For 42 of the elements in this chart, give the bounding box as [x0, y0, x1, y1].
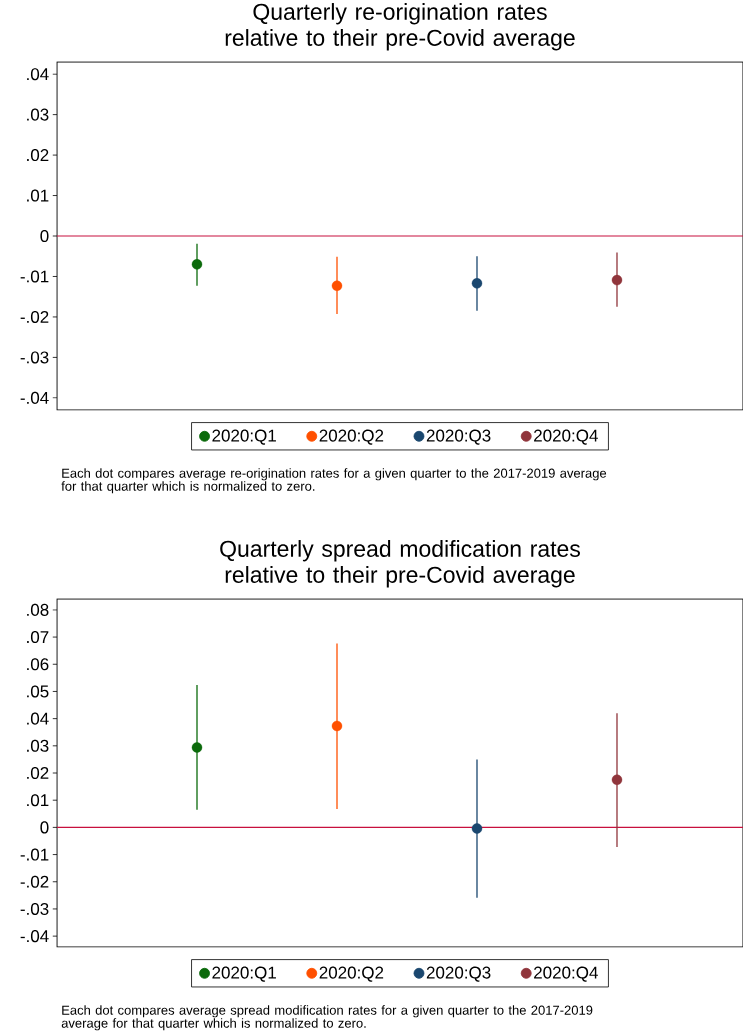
point: [191, 259, 203, 270]
y-tick-label: -.04: [20, 391, 49, 404]
y-tick-label: -.03: [20, 902, 49, 915]
y-tick-label: .03: [27, 108, 49, 121]
point: [471, 823, 483, 834]
point: [331, 280, 343, 291]
point: [331, 720, 343, 732]
y-tick-label: .01: [27, 189, 49, 202]
y-tick-label: .03: [27, 739, 49, 752]
legend-label: 2020:Q1: [212, 429, 276, 445]
y-tick-label: .01: [27, 794, 49, 807]
point: [191, 742, 203, 753]
y-tick-label: 0: [40, 229, 49, 243]
legend-label: 2020:Q1: [212, 966, 276, 982]
y-tick-label: -.02: [20, 875, 49, 888]
y-tick-label: .04: [27, 68, 49, 81]
y-tick-label: .04: [27, 712, 49, 725]
legend-label: 2020:Q3: [426, 429, 491, 445]
text: Each dot compares average spread modification rates for a given quarter to the 2017-2019 average for that quarter which is normalized to zero.: [61, 1005, 593, 1031]
y-tick-label: 0: [40, 821, 49, 834]
legend-label: 2020:Q2: [319, 429, 384, 445]
legend-label: 2020:Q2: [319, 966, 384, 982]
legend-label: 2020:Q4: [534, 429, 598, 445]
y-tick-label: .07: [27, 631, 49, 644]
point: [471, 278, 483, 289]
legend-label: 2020:Q3: [426, 966, 491, 982]
y-tick-label: .08: [27, 603, 49, 616]
point: [611, 774, 623, 786]
y-tick-label: -.01: [20, 848, 49, 861]
text: Each dot compares average re-origination rates for a given quarter to the 2017-2019 average for that quarter which is normalized to zero.: [61, 468, 607, 494]
y-tick-label: -.03: [20, 351, 49, 364]
y-tick-label: -.02: [20, 310, 49, 323]
y-tick-label: .02: [27, 766, 49, 780]
y-tick-label: -.01: [20, 270, 49, 283]
y-tick-label: -.04: [20, 930, 49, 943]
legend-label: 2020:Q4: [534, 966, 598, 982]
y-tick-label: .05: [27, 685, 49, 698]
point: [611, 274, 623, 286]
y-tick-label: .06: [27, 658, 49, 671]
y-tick-label: .02: [27, 149, 49, 162]
chart-title: Quarterly spread modification rates relative to their pre-Covid average: [220, 540, 580, 588]
chart-title: Quarterly re-origination rates relative to their pre-Covid average: [225, 3, 575, 51]
